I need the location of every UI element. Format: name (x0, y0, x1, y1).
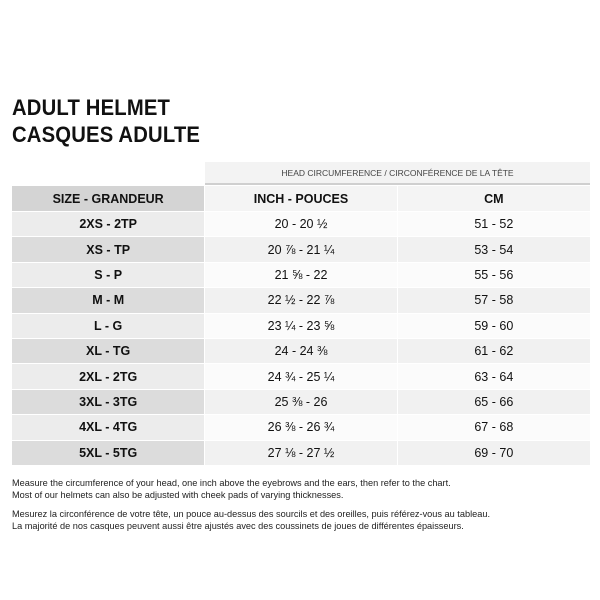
size-chart-table: HEAD CIRCUMFERENCE / CIRCONFÉRENCE DE LA… (12, 162, 590, 466)
size-cell: XS - TP (12, 237, 205, 262)
table-row: L - G 23 ¼ - 23 ⅝ 59 - 60 (12, 313, 590, 339)
size-cell: L - G (12, 313, 205, 338)
cm-cell: 65 - 66 (396, 389, 590, 415)
title-english: ADULT HELMET (12, 95, 171, 120)
table-row: S - P 21 ⅝ - 22 55 - 56 (12, 262, 590, 289)
cm-cell: 53 - 54 (396, 237, 590, 262)
group-header-row: HEAD CIRCUMFERENCE / CIRCONFÉRENCE DE LA… (12, 162, 590, 186)
table-row: 5XL - 5TG 27 ⅛ - 27 ½ 69 - 70 (12, 440, 590, 466)
header-inch: INCH - POUCES (204, 186, 397, 211)
table-row: XL - TG 24 - 24 ⅜ 61 - 62 (12, 338, 590, 365)
page-title: ADULT HELMET CASQUES ADULTE (12, 94, 200, 148)
cm-cell: 59 - 60 (396, 313, 590, 338)
cm-cell: 67 - 68 (396, 415, 590, 440)
cm-cell: 51 - 52 (396, 212, 590, 237)
size-cell: S - P (12, 262, 205, 288)
cm-cell: 69 - 70 (396, 440, 590, 465)
inch-cell: 24 ¾ - 25 ¼ (204, 364, 397, 389)
inch-cell: 22 ½ - 22 ⅞ (204, 288, 397, 313)
table-row: XS - TP 20 ⅞ - 21 ¼ 53 - 54 (12, 237, 590, 263)
inch-cell: 24 - 24 ⅜ (204, 338, 397, 364)
table-row: 3XL - 3TG 25 ⅜ - 26 65 - 66 (12, 389, 590, 416)
head-circumference-header: HEAD CIRCUMFERENCE / CIRCONFÉRENCE DE LA… (205, 162, 590, 185)
cm-cell: 63 - 64 (396, 364, 590, 389)
inch-cell: 20 - 20 ½ (204, 212, 397, 237)
inch-cell: 20 ⅞ - 21 ¼ (204, 237, 397, 262)
inch-cell: 26 ⅜ - 26 ¾ (204, 415, 397, 440)
size-cell: M - M (12, 288, 205, 313)
size-cell: 3XL - 3TG (12, 389, 205, 415)
header-size: SIZE - GRANDEUR (12, 186, 205, 211)
measurement-notes: Measure the circumference of your head, … (12, 478, 490, 540)
table-row: 2XS - 2TP 20 - 20 ½ 51 - 52 (12, 212, 590, 238)
inch-cell: 27 ⅛ - 27 ½ (204, 440, 397, 465)
cm-cell: 55 - 56 (396, 262, 590, 288)
table-row: M - M 22 ½ - 22 ⅞ 57 - 58 (12, 288, 590, 314)
size-cell: 4XL - 4TG (12, 415, 205, 440)
inch-cell: 25 ⅜ - 26 (204, 389, 397, 415)
size-cell: XL - TG (12, 338, 205, 364)
inch-cell: 21 ⅝ - 22 (204, 262, 397, 288)
table-row: 2XL - 2TG 24 ¾ - 25 ¼ 63 - 64 (12, 364, 590, 390)
column-header-row: SIZE - GRANDEUR INCH - POUCES CM (12, 186, 590, 212)
notes-english: Measure the circumference of your head, … (12, 478, 451, 500)
header-cm: CM (396, 186, 590, 211)
title-french: CASQUES ADULTE (12, 122, 201, 147)
cm-cell: 61 - 62 (396, 338, 590, 364)
size-cell: 2XS - 2TP (12, 212, 205, 237)
size-cell: 2XL - 2TG (12, 364, 205, 389)
cm-cell: 57 - 58 (396, 288, 590, 313)
inch-cell: 23 ¼ - 23 ⅝ (204, 313, 397, 338)
size-cell: 5XL - 5TG (12, 440, 205, 465)
table-row: 4XL - 4TG 26 ⅜ - 26 ¾ 67 - 68 (12, 415, 590, 441)
notes-french: Mesurez la circonférence de votre tête, … (12, 509, 491, 531)
